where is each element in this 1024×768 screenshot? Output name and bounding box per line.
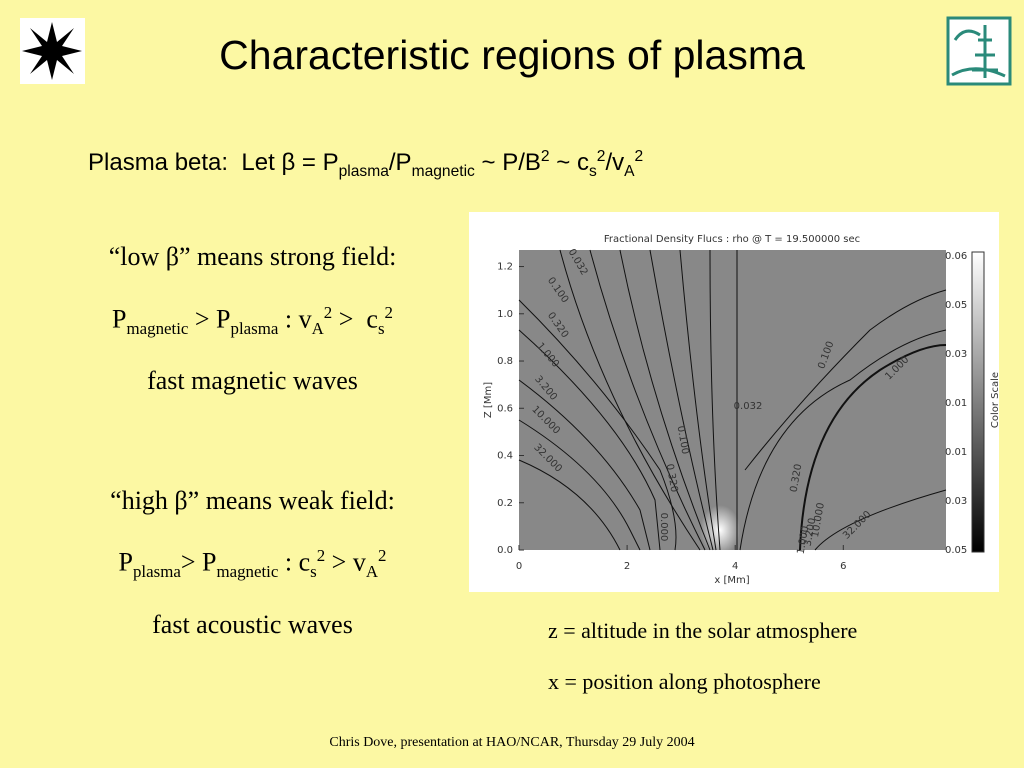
high-beta-relation: Pplasma> Pmagnetic : cs2 > vA2 [118,546,387,581]
colorbar-label: 0.03 [945,349,967,360]
contour-label: 0.100 [675,425,691,455]
low-beta-heading: “low β” means strong field: [108,242,397,271]
contour-label: 0.320 [664,463,680,493]
colorbar-label: 0.03 [945,496,967,507]
left-logo [20,18,85,84]
colorbar-label: 0.01 [945,398,967,409]
x-tick-label: 6 [840,561,846,572]
colorbar-title: Color Scale [990,372,1001,428]
footer: Chris Dove, presentation at HAO/NCAR, Th… [329,735,695,750]
title: Characteristic regions of plasma [219,32,805,78]
low-beta-waves: fast magnetic waves [147,366,358,395]
colorbar-label: 0.05 [945,300,967,311]
y-axis-label: Z [Mm] [483,382,494,418]
x-tick-label: 2 [624,561,630,572]
beta-definition: Plasma beta: Let β = Pplasma/Pmagnetic ~… [88,148,644,180]
right-logo [946,16,1012,86]
colorbar [971,251,985,553]
x-tick-label: 4 [732,561,738,572]
colorbar-label: 0.01 [945,447,967,458]
low-beta-relation: Pmagnetic > Pplasma : vA2 > cs2 [112,303,393,338]
y-tick-label: 0.6 [497,403,513,414]
contour-label: 3.200 [803,517,819,547]
y-tick-label: 0.2 [497,498,513,509]
contour-label: 0.032 [734,401,763,412]
contour-label: 0.320 [789,463,805,493]
y-tick-label: 0.8 [497,356,513,367]
y-tick-label: 0.4 [497,451,513,462]
plot-area [519,250,946,550]
caption: z = altitude in the solar atmosphere [548,618,858,643]
colorbar-label: 0.06 [945,251,967,262]
contour-label: 0.000 [658,513,669,542]
contour-label: 1.000 [796,525,812,555]
y-tick-label: 1.0 [497,309,513,320]
x-axis-label: x [Mm] [714,575,749,586]
x-tick-label: 0 [516,561,522,572]
high-beta-heading: “high β” means weak field: [110,486,395,515]
colorbar-label: 0.05 [945,545,967,556]
high-beta-waves: fast acoustic waves [152,610,353,639]
figure-title: Fractional Density Flucs : rho @ T = 19.… [604,234,860,245]
contours [518,249,947,551]
caption: x = position along photosphere [548,669,821,694]
y-tick-label: 0.0 [497,545,513,556]
y-tick-label: 1.2 [497,262,513,273]
